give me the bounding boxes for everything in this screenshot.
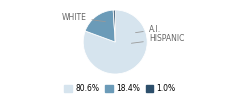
Wedge shape: [83, 10, 147, 74]
Text: HISPANIC: HISPANIC: [131, 34, 184, 43]
Wedge shape: [113, 10, 115, 42]
Text: WHITE: WHITE: [61, 12, 105, 22]
Wedge shape: [85, 10, 115, 42]
Legend: 80.6%, 18.4%, 1.0%: 80.6%, 18.4%, 1.0%: [61, 81, 179, 96]
Text: A.I.: A.I.: [136, 25, 161, 34]
